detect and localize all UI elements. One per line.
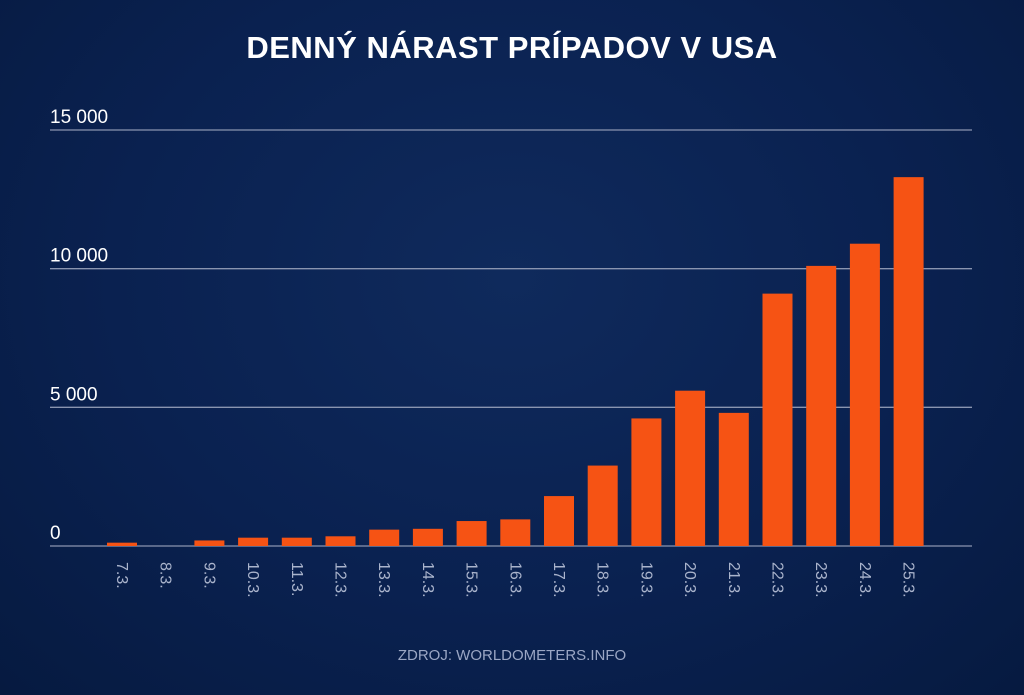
bar [587, 465, 618, 546]
bar [718, 412, 749, 546]
y-axis-ticks: 0 5 000 10 000 15 000 [50, 107, 108, 544]
x-tick-label: 17.3. [550, 562, 567, 598]
bars [107, 177, 924, 546]
y-tick-label: 5 000 [50, 384, 98, 405]
bar [325, 536, 356, 546]
bar [806, 265, 837, 546]
x-tick-label: 10.3. [244, 562, 261, 598]
bar [762, 293, 793, 546]
bar [631, 418, 662, 546]
x-tick-label: 23.3. [812, 562, 829, 598]
x-tick-label: 9.3. [200, 562, 217, 589]
x-tick-label: 15.3. [463, 562, 480, 598]
bar [412, 528, 443, 546]
bar [238, 537, 269, 546]
bar [107, 542, 137, 546]
x-tick-label: 11.3. [288, 562, 305, 596]
x-axis-ticks: 7.3. 8.3. 9.3. 10.3. 11.3. 12.3. 13.3. 14.3. 15.… [113, 562, 917, 598]
x-tick-label: 7.3. [113, 562, 130, 589]
x-tick-label: 21.3. [725, 562, 742, 598]
bar [675, 390, 706, 546]
source-note: ZDROJ: WORLDOMETERS.INFO [397, 647, 627, 664]
y-tick-label: 15 000 [50, 107, 108, 128]
x-tick-label: 16.3. [506, 562, 523, 598]
bar [456, 521, 487, 546]
chart-title: DENNÝ NÁRAST PRÍPADOV V USA [246, 30, 778, 65]
x-tick-label: 8.3. [157, 562, 174, 589]
bar [194, 540, 225, 546]
bar [500, 519, 531, 546]
bar [544, 496, 574, 546]
x-tick-label: 13.3. [375, 562, 392, 598]
x-tick-label: 22.3. [769, 562, 786, 598]
bar [893, 177, 924, 546]
x-tick-label: 24.3. [856, 562, 873, 598]
x-tick-label: 19.3. [637, 562, 654, 598]
x-tick-label: 12.3. [332, 562, 349, 598]
bar [281, 537, 312, 546]
x-tick-label: 25.3. [900, 562, 917, 598]
bar [849, 243, 880, 546]
y-tick-label: 0 [50, 523, 61, 544]
bar [369, 529, 400, 546]
y-tick-label: 10 000 [50, 246, 108, 267]
x-tick-label: 20.3. [681, 562, 698, 598]
x-tick-label: 18.3. [594, 562, 611, 598]
x-tick-label: 14.3. [419, 562, 436, 598]
